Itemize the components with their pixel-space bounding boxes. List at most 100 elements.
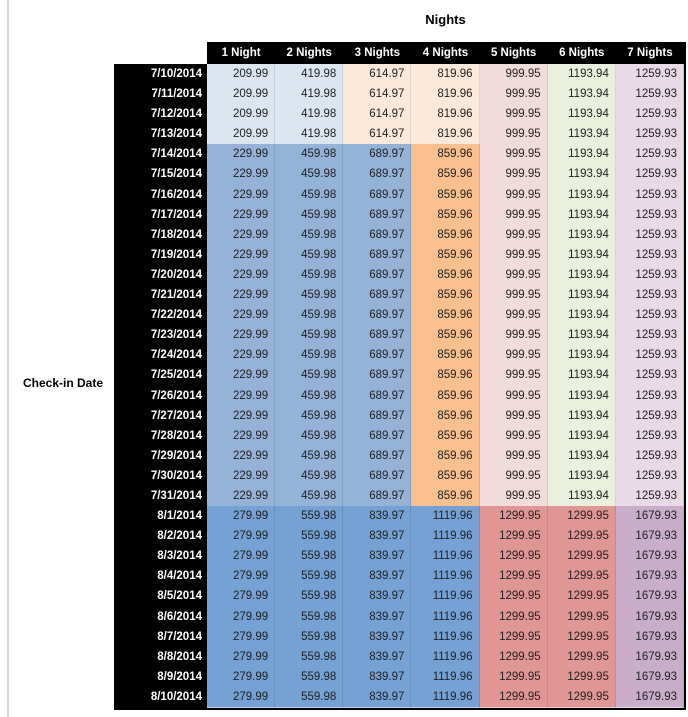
table-row: 8/1/2014 279.99 559.98 839.97 1119.96 1299.95… (114, 506, 684, 528)
price-cell: 459.98 (275, 184, 344, 206)
price-cell: 819.96 (411, 84, 480, 106)
price-cell: 279.99 (207, 646, 276, 668)
price-cell: 999.95 (479, 264, 548, 287)
price-cell: 999.95 (479, 485, 548, 508)
checkin-date-cell: 7/31/2014 (114, 485, 207, 508)
table-row: 7/21/2014 229.99 459.98 689.97 859.96 999.95 1… (114, 285, 684, 307)
table-row: 8/10/2014 279.99 559.98 839.97 1119.96 1299.9… (114, 686, 684, 708)
price-cell: 689.97 (343, 465, 412, 487)
price-cell: 859.96 (411, 345, 480, 367)
price-cell: 689.97 (343, 345, 412, 367)
price-cell: 1119.96 (411, 586, 480, 608)
price-cell: 459.98 (275, 264, 344, 287)
checkin-date-cell: 8/9/2014 (114, 666, 207, 688)
checkin-date-cell: 8/3/2014 (114, 546, 207, 568)
price-cell: 859.96 (411, 224, 480, 246)
table-row: 8/3/2014 279.99 559.98 839.97 1119.96 1299.95… (114, 546, 684, 568)
price-cell: 859.96 (411, 385, 480, 407)
table-row: 7/11/2014 209.99 419.98 614.97 819.96 999.95 1… (114, 84, 684, 106)
column-header-cell: 4 Nights (411, 42, 480, 64)
price-cell: 1299.95 (479, 666, 548, 688)
price-cell: 689.97 (343, 264, 412, 287)
price-cell: 459.98 (275, 365, 344, 387)
table-row: 7/10/2014 209.99 419.98 614.97 819.96 999.95 1… (114, 64, 684, 86)
checkin-date-cell: 7/15/2014 (114, 164, 207, 186)
checkin-date-cell: 8/8/2014 (114, 646, 207, 668)
price-cell: 1259.93 (615, 144, 684, 166)
price-cell: 229.99 (207, 164, 276, 186)
price-cell: 999.95 (479, 144, 548, 166)
price-cell: 209.99 (207, 124, 276, 146)
price-cell: 1299.95 (479, 526, 548, 548)
price-cell: 559.98 (275, 566, 344, 588)
price-cell: 459.98 (275, 144, 344, 166)
price-cell: 859.96 (411, 204, 480, 226)
price-cell: 1259.93 (615, 385, 684, 407)
price-cell: 689.97 (343, 445, 412, 467)
price-cell: 279.99 (207, 626, 276, 648)
price-cell: 1299.95 (479, 546, 548, 568)
table-row: 8/9/2014 279.99 559.98 839.97 1119.96 1299.95… (114, 666, 684, 688)
price-cell: 459.98 (275, 285, 344, 307)
price-cell: 1119.96 (411, 646, 480, 668)
price-cell: 1259.93 (615, 305, 684, 327)
price-cell: 859.96 (411, 445, 480, 467)
price-cell: 559.98 (275, 646, 344, 668)
price-cell: 999.95 (479, 405, 548, 427)
price-cell: 1299.95 (547, 686, 616, 708)
price-cell: 209.99 (207, 104, 276, 126)
price-cell: 1193.94 (547, 124, 616, 146)
table-row: 7/28/2014 229.99 459.98 689.97 859.96 999.95 1… (114, 425, 684, 447)
price-cell: 1299.95 (479, 646, 548, 668)
price-cell: 229.99 (207, 144, 276, 166)
price-cell: 689.97 (343, 325, 412, 347)
price-cell: 999.95 (479, 124, 548, 146)
price-cell: 1259.93 (615, 164, 684, 186)
price-cell: 859.96 (411, 405, 480, 427)
price-cell: 459.98 (275, 224, 344, 246)
price-cell: 1193.94 (547, 264, 616, 287)
price-cell: 859.96 (411, 325, 480, 347)
price-cell: 859.96 (411, 264, 480, 287)
price-cell: 1119.96 (411, 626, 480, 648)
price-cell: 459.98 (275, 244, 344, 266)
row-axis-label: Check-in Date (23, 376, 104, 390)
price-cell: 839.97 (343, 606, 412, 628)
checkin-date-cell: 8/10/2014 (114, 686, 207, 708)
column-header-row: 1 Night 2 Nights 3 Nights 4 Nights 5 Nights 6… (114, 42, 684, 64)
price-cell: 559.98 (275, 606, 344, 628)
price-cell: 1119.96 (411, 606, 480, 628)
price-cell: 1119.96 (411, 526, 480, 548)
price-cell: 689.97 (343, 285, 412, 307)
price-cell: 419.98 (275, 64, 344, 86)
price-cell: 1679.93 (615, 546, 684, 568)
left-gridline (7, 0, 9, 717)
checkin-date-cell: 7/10/2014 (114, 64, 207, 86)
price-cell: 1193.94 (547, 405, 616, 427)
price-cell: 209.99 (207, 84, 276, 106)
checkin-date-cell: 7/27/2014 (114, 405, 207, 427)
price-cell: 819.96 (411, 104, 480, 126)
price-cell: 839.97 (343, 626, 412, 648)
price-cell: 999.95 (479, 104, 548, 126)
price-cell: 1679.93 (615, 646, 684, 668)
price-cell: 1299.95 (547, 646, 616, 668)
table-row: 7/24/2014 229.99 459.98 689.97 859.96 999.95 1… (114, 345, 684, 367)
price-cell: 1193.94 (547, 385, 616, 407)
price-cell: 1259.93 (615, 485, 684, 508)
price-cell: 1259.93 (615, 285, 684, 307)
price-cell: 1193.94 (547, 445, 616, 467)
price-cell: 229.99 (207, 325, 276, 347)
price-cell: 1259.93 (615, 84, 684, 106)
price-cell: 1193.94 (547, 84, 616, 106)
checkin-date-cell: 7/29/2014 (114, 445, 207, 467)
price-cell: 229.99 (207, 224, 276, 246)
price-cell: 859.96 (411, 184, 480, 206)
price-cell: 999.95 (479, 64, 548, 86)
price-cell: 999.95 (479, 465, 548, 487)
price-cell: 209.99 (207, 64, 276, 86)
price-cell: 839.97 (343, 646, 412, 668)
price-cell: 459.98 (275, 305, 344, 327)
column-header-cell: 2 Nights (275, 42, 344, 64)
pricing-table: 1 Night 2 Nights 3 Nights 4 Nights 5 Nights 6… (114, 42, 686, 710)
